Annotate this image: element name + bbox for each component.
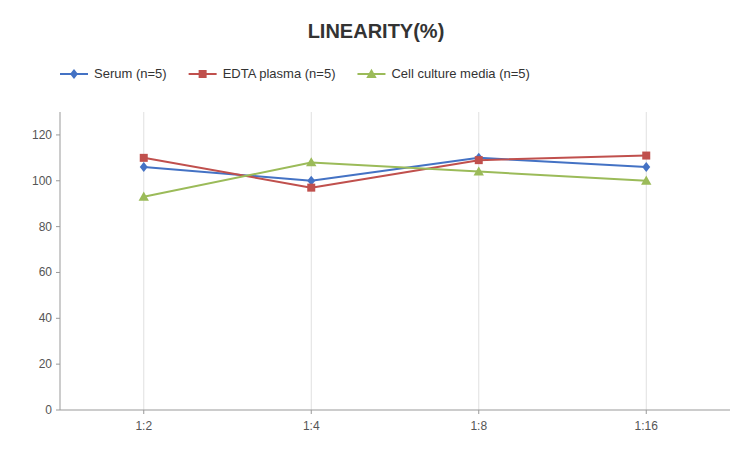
y-tick-label: 40 xyxy=(39,311,53,325)
y-tick xyxy=(56,134,60,135)
point-marker xyxy=(474,166,484,175)
y-tick xyxy=(56,226,60,227)
legend-item: Cell culture media (n=5) xyxy=(357,66,529,81)
x-tick-label: 1:16 xyxy=(635,419,659,433)
x-tick-label: 1:4 xyxy=(303,419,320,433)
chart-container: LINEARITY(%) 0 20 40 60 80 100 120 1:2 1:4 1:8 1:16… xyxy=(0,0,752,451)
point-marker xyxy=(475,156,483,164)
series-line xyxy=(144,162,647,196)
y-tick xyxy=(56,364,60,365)
x-tick xyxy=(143,410,144,414)
point-marker xyxy=(642,162,650,172)
legend-label: EDTA plasma (n=5) xyxy=(223,66,336,81)
chart-svg: LINEARITY(%) 0 20 40 60 80 100 120 1:2 1:4 1:8 1:16… xyxy=(0,0,752,451)
y-tick xyxy=(56,180,60,181)
y-axis-line xyxy=(60,112,61,410)
y-tick xyxy=(56,410,60,411)
x-axis-line xyxy=(60,410,730,411)
legend-marker xyxy=(366,69,376,78)
y-tick xyxy=(56,272,60,273)
legend-marker xyxy=(70,69,78,79)
marks xyxy=(139,152,652,201)
point-marker xyxy=(642,152,650,160)
point-marker xyxy=(306,157,316,166)
series-line xyxy=(144,156,647,188)
y-tick-label: 0 xyxy=(45,403,52,417)
axes: 0 20 40 60 80 100 120 1:2 1:4 1:8 1:16 xyxy=(32,112,730,433)
chart-title: LINEARITY(%) xyxy=(308,20,445,42)
y-tick xyxy=(56,318,60,319)
point-marker xyxy=(641,176,651,185)
x-tick xyxy=(646,410,647,414)
legend-marker xyxy=(199,70,207,78)
legend: Serum (n=5) EDTA plasma (n=5) Cell culture… xyxy=(60,66,530,81)
legend-item: Serum (n=5) xyxy=(60,66,167,81)
point-marker xyxy=(139,192,149,201)
legend-label: Cell culture media (n=5) xyxy=(391,66,529,81)
x-tick-label: 1:8 xyxy=(470,419,487,433)
point-marker xyxy=(307,184,315,192)
x-tick xyxy=(478,410,479,414)
grid-line xyxy=(311,112,312,410)
legend-label: Serum (n=5) xyxy=(94,66,167,81)
y-tick-label: 100 xyxy=(32,174,52,188)
y-tick-label: 20 xyxy=(39,357,53,371)
legend-item: EDTA plasma (n=5) xyxy=(189,66,336,81)
point-marker xyxy=(140,162,148,172)
y-tick-label: 80 xyxy=(39,220,53,234)
y-tick-label: 60 xyxy=(39,265,53,279)
grid xyxy=(144,112,647,410)
y-tick-label: 120 xyxy=(32,128,52,142)
x-tick-label: 1:2 xyxy=(135,419,152,433)
x-tick xyxy=(311,410,312,414)
point-marker xyxy=(140,154,148,162)
